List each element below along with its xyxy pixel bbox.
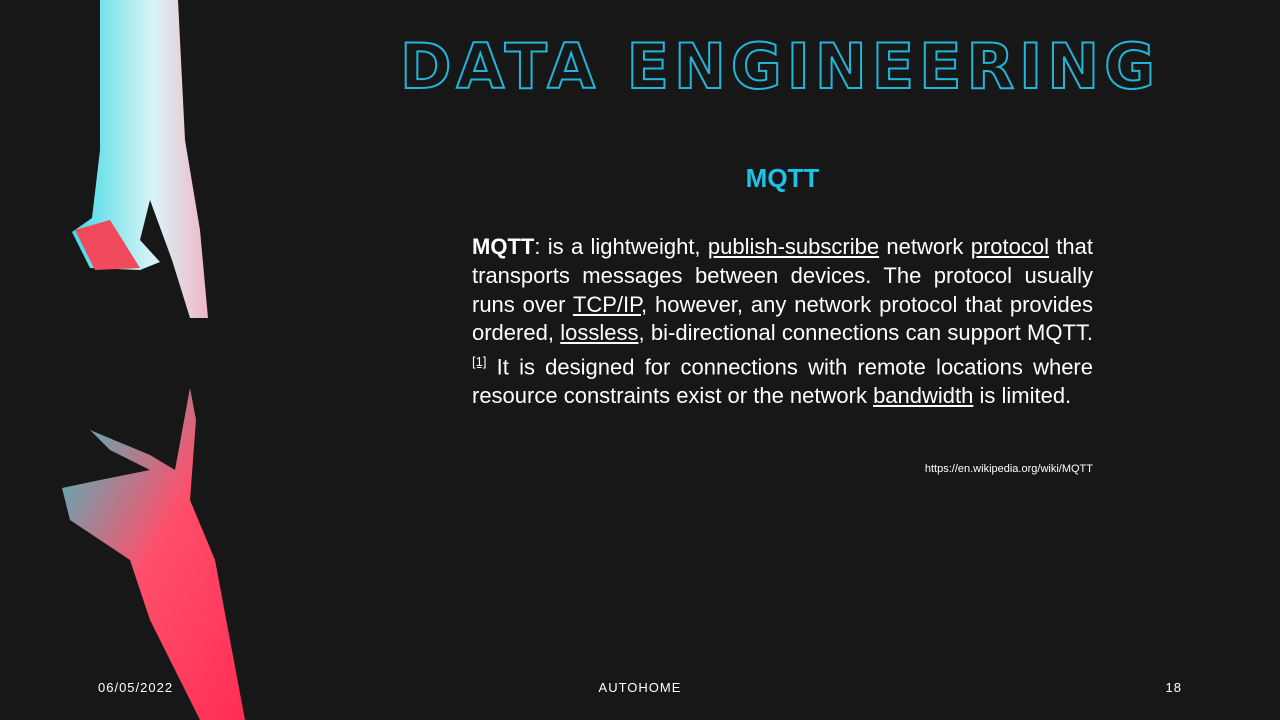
- text: is limited.: [973, 383, 1072, 409]
- link[interactable]: bandwidth: [873, 383, 974, 409]
- text: , bi-directional connections can support…: [638, 320, 1093, 346]
- link[interactable]: protocol: [970, 234, 1049, 259]
- link[interactable]: lossless: [560, 320, 639, 346]
- text: It is designed for connections with remo…: [472, 354, 1093, 409]
- hands-illustration: [62, 0, 245, 720]
- text: that transports messages between devices…: [472, 234, 1094, 317]
- link[interactable]: TCP/IP: [572, 291, 641, 317]
- body-paragraph: MQTT: is a lightweight, publish-subscrib…: [472, 233, 1093, 411]
- footer-center: AUTOHOME: [598, 680, 682, 695]
- text: : is a lightweight,: [534, 234, 708, 259]
- text: network: [879, 234, 971, 259]
- text: , however, any network protocol that pro…: [472, 291, 1093, 346]
- footnote-link[interactable]: [1]: [472, 354, 487, 370]
- footnote: [1]: [472, 354, 486, 369]
- link[interactable]: publish-subscribe: [707, 234, 880, 259]
- footer-date: 06/05/2022: [98, 680, 174, 695]
- slide-title: DATA ENGINEERING: [399, 29, 1161, 104]
- page-number: 18: [1165, 680, 1182, 695]
- section-title: MQTT: [745, 163, 820, 193]
- source: https://en.wikipedia.org/wiki/MQTT: [924, 463, 1093, 475]
- term: MQTT: [472, 234, 535, 259]
